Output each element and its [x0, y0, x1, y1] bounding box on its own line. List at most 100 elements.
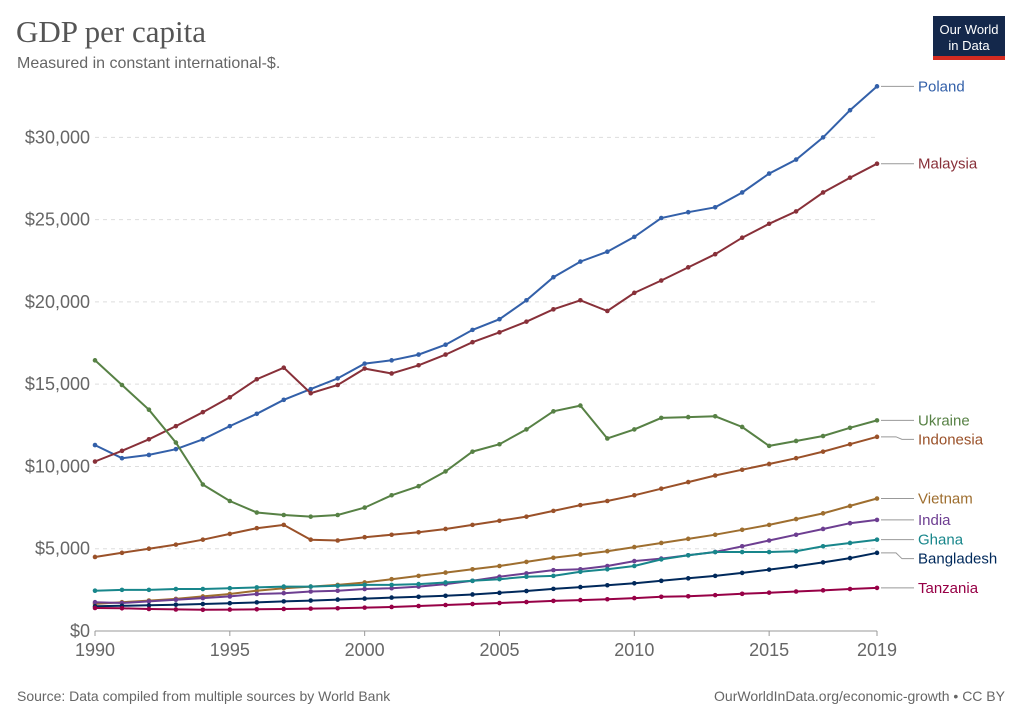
- data-point-tanzania: [92, 605, 98, 611]
- data-point-poland: [847, 107, 853, 113]
- data-point-ukraine: [820, 433, 826, 439]
- data-point-poland: [524, 297, 529, 303]
- data-point-ukraine: [227, 498, 233, 504]
- data-point-ghana: [119, 587, 125, 593]
- data-point-poland: [200, 437, 206, 442]
- data-point-india: [92, 599, 98, 605]
- data-point-vietnam: [416, 573, 421, 579]
- data-point-poland: [578, 259, 583, 264]
- data-point-poland: [551, 274, 556, 280]
- data-point-vietnam: [874, 496, 880, 501]
- data-point-tanzania: [362, 605, 367, 610]
- data-point-ghana: [335, 583, 340, 589]
- data-point-indonesia: [524, 514, 529, 519]
- data-point-india: [632, 558, 637, 564]
- data-point-malaysia: [443, 352, 448, 357]
- data-point-indonesia: [227, 531, 233, 537]
- data-point-indonesia: [739, 467, 745, 473]
- data-point-poland: [173, 446, 179, 452]
- data-point-india: [874, 517, 880, 523]
- data-point-tanzania: [227, 607, 233, 612]
- data-point-india: [793, 532, 799, 538]
- data-point-tanzania: [200, 607, 206, 613]
- data-point-tanzania: [416, 603, 421, 609]
- data-point-indonesia: [551, 508, 556, 514]
- data-point-ghana: [308, 584, 314, 589]
- data-point-vietnam: [793, 516, 799, 522]
- source-note[interactable]: Source: Data compiled from multiple sour…: [17, 688, 391, 704]
- data-point-tanzania: [389, 604, 394, 610]
- data-point-ghana: [685, 553, 691, 558]
- data-point-tanzania: [847, 586, 853, 592]
- data-point-poland: [497, 316, 502, 322]
- series-line-indonesia: [94, 435, 878, 558]
- data-point-bangladesh: [497, 590, 502, 596]
- data-point-poland: [335, 376, 340, 381]
- series-label-vietnam: Vietnam: [918, 491, 973, 508]
- x-tick-label: 2000: [345, 640, 385, 660]
- data-point-malaysia: [119, 448, 125, 454]
- data-point-bangladesh: [874, 550, 880, 556]
- data-point-tanzania: [658, 594, 664, 600]
- data-point-malaysia: [200, 409, 206, 415]
- data-point-malaysia: [92, 459, 98, 464]
- owid-logo[interactable]: Our World in Data: [933, 16, 1005, 60]
- data-point-ghana: [470, 578, 475, 584]
- data-point-malaysia: [497, 330, 502, 335]
- data-point-ukraine: [146, 407, 152, 412]
- data-point-poland: [389, 358, 394, 363]
- data-point-indonesia: [658, 486, 664, 491]
- data-point-bangladesh: [470, 592, 475, 597]
- data-point-india: [173, 597, 179, 603]
- data-point-ghana: [254, 585, 260, 590]
- data-point-bangladesh: [524, 588, 529, 594]
- y-tick-label: $30,000: [25, 127, 90, 147]
- data-point-bangladesh: [281, 599, 287, 604]
- data-point-ghana: [766, 549, 772, 555]
- data-point-vietnam: [254, 588, 260, 593]
- x-tick-label: 2015: [749, 640, 789, 660]
- data-point-malaysia: [551, 307, 556, 312]
- data-point-indonesia: [712, 473, 718, 478]
- data-point-ukraine: [551, 409, 556, 414]
- data-point-ghana: [658, 557, 664, 562]
- x-tick-label: 2005: [479, 640, 519, 660]
- data-point-bangladesh: [658, 578, 664, 584]
- data-point-ghana: [227, 585, 233, 591]
- data-point-bangladesh: [605, 582, 610, 588]
- x-tick-label: 2019: [857, 640, 897, 660]
- data-point-india: [335, 588, 340, 593]
- series-line-india: [94, 518, 878, 605]
- data-point-ghana: [146, 587, 152, 593]
- logo-line-2: in Data: [948, 38, 990, 53]
- data-point-malaysia: [335, 382, 340, 388]
- data-point-indonesia: [578, 502, 583, 508]
- data-point-malaysia: [847, 175, 853, 180]
- x-tick-label: 1990: [75, 640, 115, 660]
- data-point-india: [766, 538, 772, 543]
- y-tick-label: $5,000: [35, 539, 90, 559]
- data-point-indonesia: [92, 554, 98, 560]
- data-point-tanzania: [524, 599, 529, 605]
- data-point-tanzania: [281, 606, 287, 612]
- data-point-poland: [793, 157, 799, 162]
- data-point-tanzania: [820, 588, 826, 593]
- data-point-indonesia: [470, 522, 475, 528]
- data-point-malaysia: [173, 423, 179, 429]
- data-point-tanzania: [443, 602, 448, 608]
- data-point-malaysia: [820, 190, 826, 195]
- data-point-vietnam: [820, 511, 826, 516]
- data-point-poland: [658, 215, 664, 221]
- data-point-bangladesh: [578, 584, 583, 590]
- data-point-malaysia: [632, 290, 637, 296]
- data-point-ukraine: [658, 415, 664, 421]
- series-line-ghana: [94, 538, 878, 592]
- data-point-india: [200, 595, 206, 601]
- data-point-ghana: [605, 566, 610, 572]
- y-tick-label: $10,000: [25, 456, 90, 476]
- data-point-ukraine: [793, 438, 799, 444]
- data-point-india: [389, 585, 394, 591]
- data-point-malaysia: [281, 365, 287, 371]
- data-point-bangladesh: [847, 555, 853, 561]
- credit-link[interactable]: OurWorldInData.org/economic-growth • CC …: [714, 688, 1005, 704]
